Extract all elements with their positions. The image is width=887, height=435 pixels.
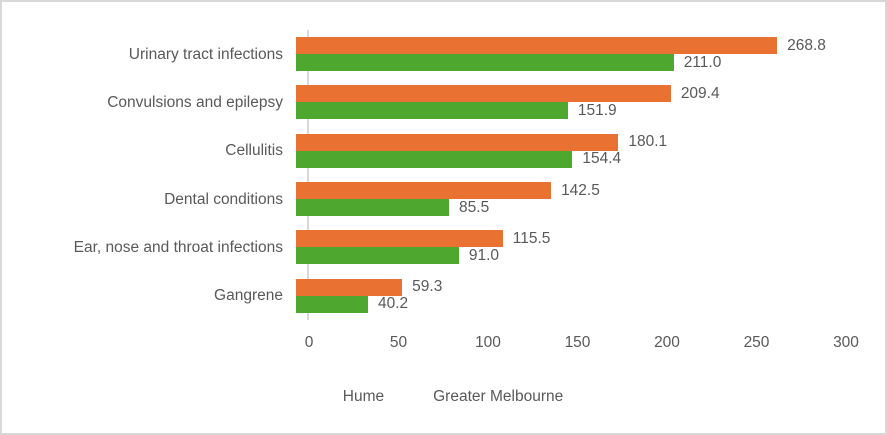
data-label: 142.5 <box>561 181 600 199</box>
x-tick-label: 100 <box>475 334 501 351</box>
bar-wrap: 268.8 <box>296 36 833 55</box>
bar-greater-melbourne <box>296 199 450 217</box>
category-row: Dental conditions 142.5 85.5 <box>2 175 885 223</box>
category-label: Convulsions and epilepsy <box>107 93 283 111</box>
legend-label-greater-melbourne: Greater Melbourne <box>433 388 564 405</box>
bar-greater-melbourne <box>296 295 368 313</box>
bar-hume <box>296 133 619 151</box>
data-label: 209.4 <box>680 84 720 102</box>
data-label: 40.2 <box>377 295 409 313</box>
data-label: 180.1 <box>628 133 668 151</box>
bar-wrap: 151.9 <box>296 101 833 120</box>
x-axis: 0 50 100 150 200 250 300 <box>305 334 859 354</box>
category-row: Convulsions and epilepsy 209.4 151.9 <box>2 78 885 126</box>
data-label: 211.0 <box>683 53 722 71</box>
bar-greater-melbourne <box>296 247 459 265</box>
category-row: Cellulitis 180.1 154.4 <box>2 127 885 175</box>
bar-wrap: 91.0 <box>296 246 833 265</box>
bar-group: 180.1 154.4 <box>296 133 833 168</box>
bar-wrap: 142.5 <box>296 181 833 200</box>
category-row: Urinary tract infections 268.8 211.0 <box>2 30 885 78</box>
bar-group: 268.8 211.0 <box>296 36 833 72</box>
bar-hume <box>296 230 503 248</box>
category-label: Urinary tract infections <box>128 45 283 63</box>
data-label: 85.5 <box>459 198 490 216</box>
bar-greater-melbourne <box>296 54 674 72</box>
bar-wrap: 115.5 <box>296 229 833 248</box>
legend-item-greater-melbourne: Greater Melbourne <box>414 388 563 406</box>
bar-hume <box>296 278 403 296</box>
x-tick-label: 50 <box>389 334 408 351</box>
bar-wrap: 154.4 <box>296 150 833 168</box>
category-row: Ear, nose and throat infections 115.5 91.0 <box>2 223 885 271</box>
legend: Hume Greater Melbourne <box>2 388 885 406</box>
x-tick-label: 300 <box>833 334 859 351</box>
bar-wrap: 209.4 <box>296 84 833 103</box>
bar-group: 115.5 91.0 <box>296 229 833 265</box>
greater-melbourne-swatch-icon <box>414 392 425 403</box>
bar-wrap: 180.1 <box>296 133 833 151</box>
bar-wrap: 59.3 <box>296 278 833 296</box>
bar-group: 59.3 40.2 <box>296 278 833 313</box>
category-label: Gangrene <box>214 287 283 305</box>
category-label: Cellulitis <box>225 142 283 160</box>
bar-greater-melbourne <box>296 150 573 168</box>
bar-group: 142.5 85.5 <box>296 181 833 217</box>
bar-wrap: 40.2 <box>296 295 833 313</box>
bar-hume <box>296 37 778 55</box>
y-axis-line <box>307 30 309 320</box>
legend-item-hume: Hume <box>324 388 384 406</box>
bar-hume <box>296 182 552 200</box>
bar-hume <box>296 85 671 103</box>
bar-wrap: 85.5 <box>296 198 833 217</box>
data-label: 268.8 <box>787 36 826 54</box>
x-tick-label: 200 <box>654 334 680 351</box>
data-label: 154.4 <box>582 150 622 168</box>
category-row: Gangrene 59.3 40.2 <box>2 272 885 320</box>
category-label: Ear, nose and throat infections <box>73 238 283 256</box>
data-label: 151.9 <box>577 101 617 119</box>
hume-swatch-icon <box>324 392 335 403</box>
x-tick-label: 150 <box>564 334 591 351</box>
x-tick-label: 250 <box>743 334 770 351</box>
x-tick-label: 0 <box>304 334 314 351</box>
bar-greater-melbourne <box>296 102 568 120</box>
legend-label-hume: Hume <box>342 388 385 405</box>
plot-area: Urinary tract infections 268.8 211.0 Convul… <box>2 30 885 320</box>
bar-wrap: 211.0 <box>296 53 833 72</box>
data-label: 115.5 <box>512 229 551 247</box>
data-label: 91.0 <box>468 246 500 264</box>
data-label: 59.3 <box>412 278 443 296</box>
bar-group: 209.4 151.9 <box>296 84 833 120</box>
category-label: Dental conditions <box>164 190 283 208</box>
